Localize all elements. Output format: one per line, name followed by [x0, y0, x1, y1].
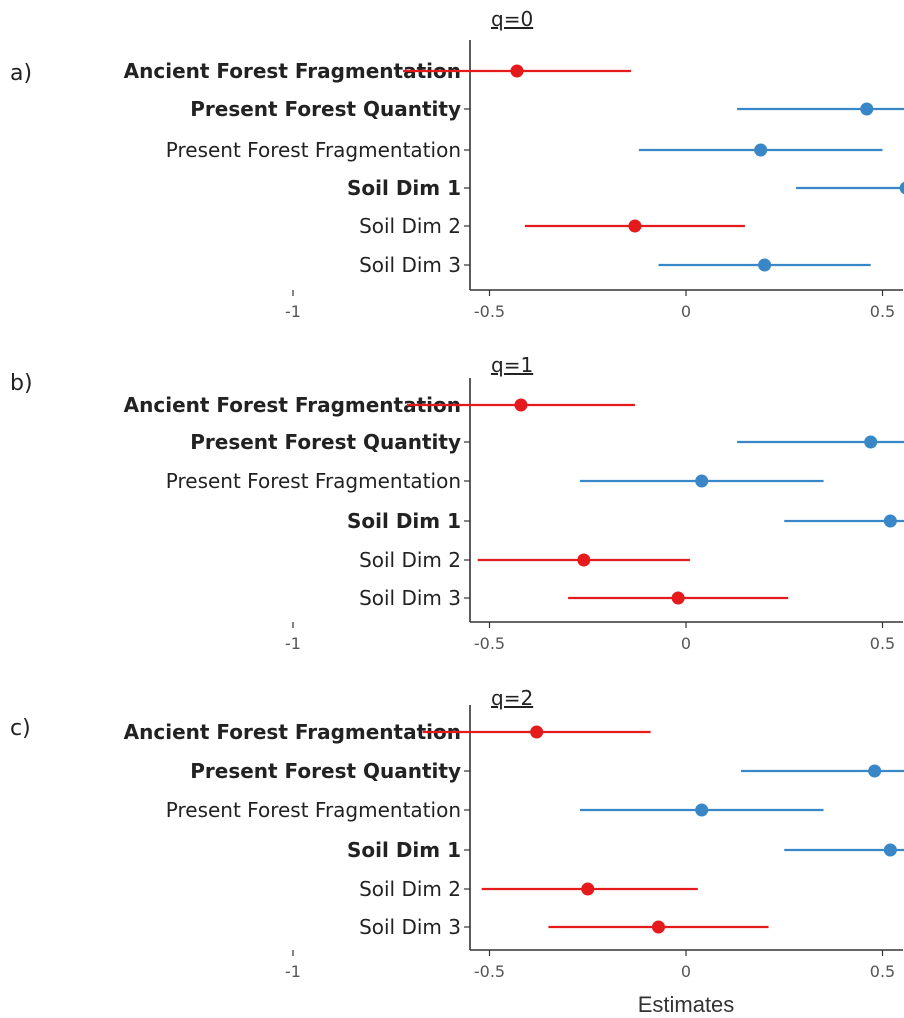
panel-1-row-label: Soil Dim 3 — [359, 253, 461, 277]
panel-1-row-label: Soil Dim 2 — [359, 214, 461, 238]
panel-1-x-tick-label: -0.5 — [474, 302, 505, 321]
panel-2-estimate-point — [672, 592, 685, 605]
panel-3-estimate-point — [868, 765, 881, 778]
panel-3-row-label: Soil Dim 3 — [359, 915, 461, 939]
panel-1-row-label: Present Forest Fragmentation — [166, 138, 461, 162]
panel-3-row-label: Present Forest Quantity — [190, 759, 461, 783]
panel-3-estimate-point — [581, 883, 594, 896]
panel-2-row-label: Soil Dim 1 — [347, 509, 461, 533]
panel-1-row-label: Soil Dim 1 — [347, 176, 461, 200]
panel-1-x-tick-label: 0.5 — [870, 302, 895, 321]
panel-2-row-label: Soil Dim 2 — [359, 548, 461, 572]
panel-2-x-tick-label: 0.5 — [870, 634, 895, 653]
panel-2-row-label: Soil Dim 3 — [359, 586, 461, 610]
panel-2-x-tick-label: 0 — [681, 634, 691, 653]
panel-3-x-tick-label: -1 — [285, 962, 301, 981]
panel-1-estimate-point — [511, 65, 524, 78]
panel-3-x-tick-label: -0.5 — [474, 962, 505, 981]
panel-3-row-label: Present Forest Fragmentation — [166, 798, 461, 822]
panel-1-estimate-point — [754, 144, 767, 157]
panel-3-letter: c) — [10, 716, 31, 741]
panel-1-estimate-point — [628, 220, 641, 233]
panel-2-estimate-point — [884, 515, 897, 528]
panel-3-x-tick-label: 0.5 — [870, 962, 895, 981]
panel-1-estimate-point — [758, 259, 771, 272]
panel-3-estimate-point — [652, 921, 665, 934]
panel-3-estimate-point — [530, 726, 543, 739]
panel-2-title: q=1 — [491, 353, 533, 377]
panel-3-row-label: Ancient Forest Fragmentation — [124, 720, 461, 744]
panel-2-x-tick-label: -1 — [285, 634, 301, 653]
panel-1-x-tick-label: -1 — [285, 302, 301, 321]
panel-3-row-label: Soil Dim 2 — [359, 877, 461, 901]
panel-2-row-label: Present Forest Fragmentation — [166, 469, 461, 493]
panel-1-estimate-point — [860, 103, 873, 116]
panel-3-estimate-point — [884, 844, 897, 857]
panel-3-x-tick-label: 0 — [681, 962, 691, 981]
panel-2-letter: b) — [10, 371, 33, 396]
panel-1-estimate-point — [900, 182, 904, 195]
panel-1-letter: a) — [10, 61, 32, 86]
panel-1-x-tick-label: 0 — [681, 302, 691, 321]
panel-2-estimate-point — [864, 436, 877, 449]
panel-1-title: q=0 — [491, 7, 533, 31]
panel-3-row-label: Soil Dim 1 — [347, 838, 461, 862]
panel-1-row-label: Present Forest Quantity — [190, 97, 461, 121]
panel-2-estimate-point — [577, 554, 590, 567]
panel-2-x-tick-label: -0.5 — [474, 634, 505, 653]
panel-2-estimate-point — [514, 399, 527, 412]
panel-3-x-axis-title: Estimates — [638, 992, 735, 1017]
panel-3-estimate-point — [695, 804, 708, 817]
panel-2-estimate-point — [695, 475, 708, 488]
panel-3-title: q=2 — [491, 686, 533, 710]
panel-2-row-label: Present Forest Quantity — [190, 430, 461, 454]
